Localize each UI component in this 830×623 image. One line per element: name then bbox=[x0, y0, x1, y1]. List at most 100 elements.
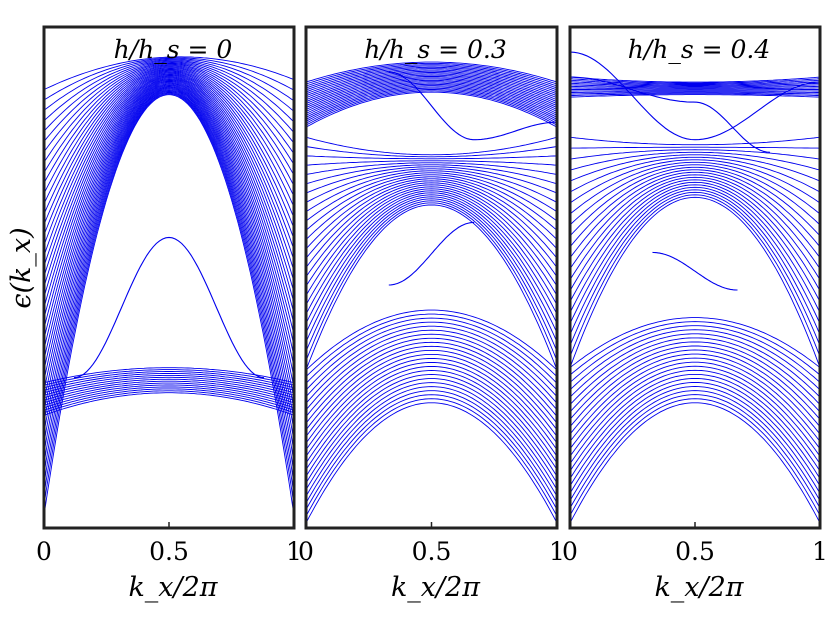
panel-1-band-2-line-4 bbox=[306, 386, 557, 497]
panel-1-band-2-line-8 bbox=[306, 370, 557, 471]
panel-0-title: h/h_s = 0 bbox=[114, 35, 233, 64]
panel-1-band-1-line-15 bbox=[306, 174, 557, 231]
panel-1-band-1-line-10 bbox=[306, 184, 557, 278]
panel-2-band-2-line-3 bbox=[570, 390, 820, 502]
panel-2-band-1-line-11 bbox=[570, 169, 820, 248]
panel-0-band-0-line-21 bbox=[44, 74, 294, 298]
panel-1-band-1-line-16 bbox=[306, 172, 557, 222]
panel-1-band-1-line-25 bbox=[306, 136, 557, 156]
panel-2-band-2-line-4 bbox=[570, 386, 820, 494]
panel-0-band-0-line-2 bbox=[44, 92, 294, 495]
panel-h-0: 0 0.5 1 h/h_s = 0 k_x/2π bbox=[36, 25, 302, 603]
panel-1-band-1-line-24 bbox=[306, 146, 557, 158]
panel-0-band-0-line-28 bbox=[44, 68, 294, 225]
panel-1-xtick-label-1: 0.5 bbox=[412, 537, 452, 566]
panel-1-band-0-line-20 bbox=[306, 65, 557, 89]
panel-1-band-0-line-6 bbox=[306, 83, 557, 116]
panel-1-band-1-line-18 bbox=[306, 168, 557, 203]
panel-0-band-0-line-5 bbox=[44, 89, 294, 464]
panel-0-band-0-line-11 bbox=[44, 84, 294, 402]
panel-2-band-1-line-18 bbox=[570, 151, 820, 171]
panel-2-band-0-line-6 bbox=[570, 87, 820, 90]
panel-2-band-1-line-4 bbox=[570, 186, 820, 324]
panel-0-band-1-line-4 bbox=[44, 384, 294, 406]
panel-0-band-1-line-13 bbox=[44, 367, 294, 384]
panel-2-xlabel: k_x/2π bbox=[654, 572, 744, 603]
panel-1-xtick-label-0: 0 bbox=[298, 537, 314, 566]
panel-1-band-2-line-22 bbox=[306, 313, 557, 378]
panel-1-band-0-line-3 bbox=[306, 87, 557, 122]
panel-1-edge-state-0 bbox=[388, 71, 557, 141]
panel-1-band-2-line-18 bbox=[306, 329, 557, 404]
panel-1-band-1-line-4 bbox=[306, 196, 557, 334]
panel-2-band-1-line-8 bbox=[570, 176, 820, 281]
panel-2-band-1-line-12 bbox=[570, 166, 820, 237]
panel-0-xtick-label-1: 0.5 bbox=[149, 537, 189, 566]
panel-1-band-2-line-23 bbox=[306, 309, 557, 371]
panel-0-band-1-line-10 bbox=[44, 373, 294, 391]
panel-1-band-2-line-21 bbox=[306, 317, 557, 384]
panel-1-band-2-line-1 bbox=[306, 398, 557, 517]
panel-0-band-0-line-26 bbox=[44, 70, 294, 246]
panel-1-frame bbox=[304, 25, 559, 530]
panel-1-band-1-line-17 bbox=[306, 170, 557, 213]
panel-2-band-0-line-7 bbox=[570, 85, 820, 89]
panel-1-band-2-line-3 bbox=[306, 390, 557, 504]
panel-1-band-1-line-14 bbox=[306, 176, 557, 241]
panel-1-band-0-line-11 bbox=[306, 77, 557, 107]
panel-1-title: h/h_s = 0.3 bbox=[364, 35, 507, 64]
panel-0-band-0-line-23 bbox=[44, 73, 294, 277]
panel-0-band-0-line-40 bbox=[44, 57, 294, 101]
panel-1-band-1-line-9 bbox=[306, 186, 557, 287]
panel-2-band-1-line-5 bbox=[570, 184, 820, 313]
panel-0-band-0-line-10 bbox=[44, 85, 294, 412]
panel-2-band-0-line-0 bbox=[570, 94, 820, 98]
panel-2-band-2-line-17 bbox=[570, 333, 820, 398]
panel-1-band-2-line-17 bbox=[306, 333, 557, 411]
panel-0-band-1-line-6 bbox=[44, 380, 294, 401]
panel-1-band-1-line-3 bbox=[306, 198, 557, 343]
panel-0-band-0-line-14 bbox=[44, 81, 294, 371]
panel-1-band-2-line-5 bbox=[306, 382, 557, 491]
panel-2-band-0-line-9 bbox=[570, 82, 820, 87]
panel-2-band-1-line-19 bbox=[570, 149, 820, 160]
panel-2-band-2-line-0 bbox=[570, 402, 820, 524]
panel-1-band-2-line-20 bbox=[306, 321, 557, 391]
panel-2-band-2-line-12 bbox=[570, 353, 820, 435]
panel-1-band-0-line-5 bbox=[306, 85, 557, 118]
panel-1-band-2-line-11 bbox=[306, 357, 557, 451]
panel-0-band-0-line-9 bbox=[44, 85, 294, 423]
panel-1-band-1-line-1 bbox=[306, 202, 557, 362]
panel-0-band-0-line-22 bbox=[44, 74, 294, 288]
panel-1-band-1-line-20 bbox=[306, 164, 557, 185]
panel-2-band-1-line-16 bbox=[570, 156, 820, 193]
panel-1-band-0-line-16 bbox=[306, 70, 557, 97]
panel-0-band-0-line-20 bbox=[44, 75, 294, 308]
panel-1-band-2-line-10 bbox=[306, 362, 557, 457]
panel-2-band-2-line-16 bbox=[570, 337, 820, 406]
panel-1-band-1-line-8 bbox=[306, 188, 557, 296]
panel-0-band-1-line-7 bbox=[44, 378, 294, 399]
panel-1-band-0-line-17 bbox=[306, 69, 557, 95]
panel-2-band-1-line-3 bbox=[570, 189, 820, 335]
panel-0-band-0-line-18 bbox=[44, 77, 294, 329]
panel-1-band-2-line-14 bbox=[306, 345, 557, 431]
panel-1-band-1-line-13 bbox=[306, 178, 557, 250]
panel-0-band-1-line-11 bbox=[44, 371, 294, 389]
panel-1-band-1-line-23 bbox=[306, 155, 557, 160]
panel-0-band-1-line-9 bbox=[44, 374, 294, 394]
panel-2-band-0-line-8 bbox=[570, 84, 820, 88]
panel-1-band-1-line-2 bbox=[306, 200, 557, 352]
panel-1-band-0-line-15 bbox=[306, 72, 557, 99]
panel-2-band-1-line-6 bbox=[570, 181, 820, 303]
panel-2-band-1-line-14 bbox=[570, 161, 820, 215]
panel-0-band-1-line-1 bbox=[44, 390, 294, 414]
panel-2-band-2-line-20 bbox=[570, 321, 820, 376]
panel-0-band-0-line-0 bbox=[44, 94, 294, 516]
panel-2-band-2-line-11 bbox=[570, 357, 820, 442]
panel-0-band-0-line-29 bbox=[44, 67, 294, 215]
panel-0-xlabel: k_x/2π bbox=[128, 572, 218, 603]
panel-0-band-0-line-39 bbox=[44, 58, 294, 111]
panel-0-band-1-line-0 bbox=[44, 392, 294, 416]
